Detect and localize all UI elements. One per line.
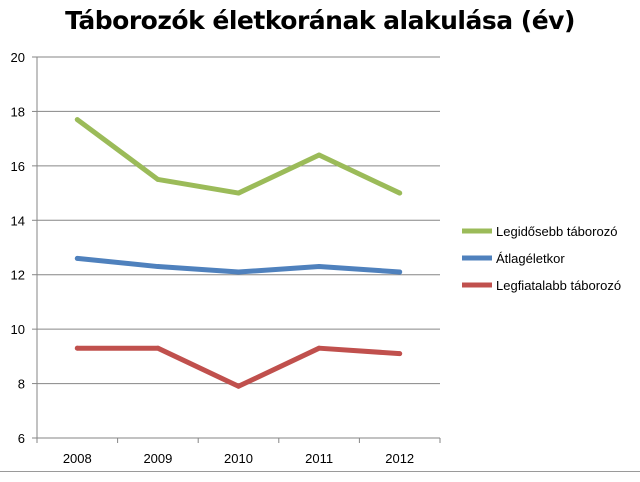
y-tick-label: 18	[11, 104, 25, 119]
y-tick-label: 16	[11, 159, 25, 174]
data-point	[236, 269, 241, 275]
y-tick-label: 12	[11, 268, 25, 283]
bottom-divider	[0, 471, 640, 472]
legend-label: Átlagéletkor	[496, 251, 565, 266]
x-tick-label: 2011	[305, 451, 333, 466]
data-point	[316, 152, 322, 158]
y-tick-label: 10	[11, 322, 25, 337]
chart-title: Táborozók életkorának alakulása (év)	[65, 6, 575, 35]
series-lines	[74, 117, 403, 389]
x-tick-label: 2009	[143, 451, 172, 466]
data-point	[155, 264, 161, 269]
legend-label: Legidősebb táborozó	[496, 224, 617, 239]
legend: Legidősebb táborozó Átlagéletkor Legfiatal…	[462, 224, 621, 293]
legend-label: Legfiatalabb táborozó	[496, 278, 621, 293]
x-tick-label: 2010	[224, 451, 253, 466]
data-point	[397, 351, 403, 357]
y-tick-label: 20	[11, 50, 25, 65]
y-tick-label: 14	[11, 213, 25, 228]
data-point	[155, 345, 161, 351]
series-line	[74, 345, 403, 389]
series-line	[74, 117, 403, 196]
gridlines	[37, 56, 440, 385]
x-tick-label: 2012	[385, 451, 414, 466]
data-point	[236, 383, 241, 389]
data-point	[74, 255, 80, 261]
y-tick-label: 6	[18, 431, 25, 446]
data-point	[74, 345, 80, 351]
data-point	[316, 345, 322, 351]
data-point	[155, 177, 161, 182]
y-tick-label: 8	[18, 377, 25, 392]
data-point	[397, 269, 403, 275]
data-point	[316, 264, 322, 269]
axes: 6 8 10 12 14 16 18 20 2008 2009 2010 2011 2012	[11, 50, 441, 466]
data-point	[397, 190, 403, 196]
x-tick-label: 2008	[63, 451, 92, 466]
data-point	[236, 190, 241, 196]
data-point	[74, 117, 80, 122]
